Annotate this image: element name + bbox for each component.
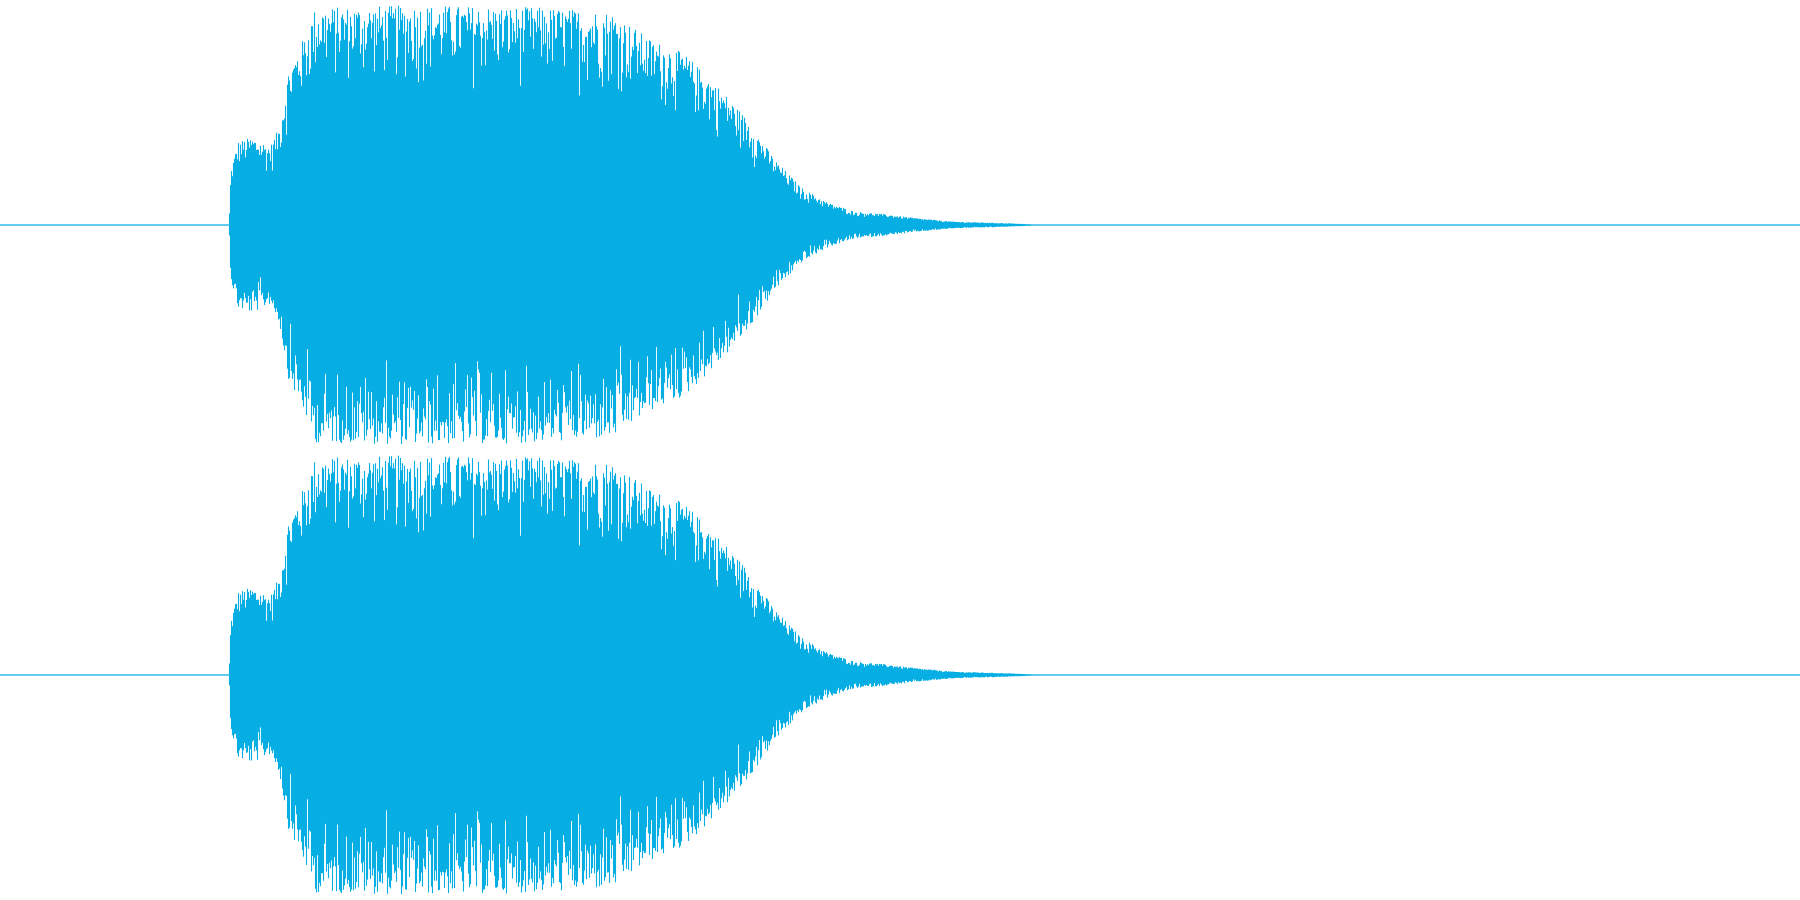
waveform-signal: [228, 5, 1041, 445]
waveform-signal: [228, 455, 1041, 895]
waveform-channel-bottom: [0, 455, 1800, 895]
waveform-channel-top: [0, 5, 1800, 445]
